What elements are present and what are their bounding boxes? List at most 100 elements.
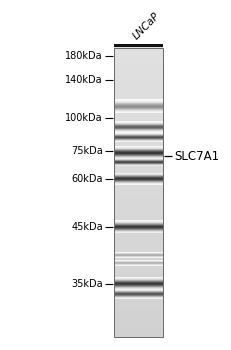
- Bar: [114, 170, 162, 172]
- Bar: [114, 276, 162, 278]
- Bar: [114, 215, 162, 217]
- Bar: [114, 173, 162, 175]
- Bar: [114, 257, 162, 259]
- Bar: [114, 222, 162, 224]
- Bar: [114, 290, 162, 292]
- Bar: [114, 237, 162, 239]
- Bar: [114, 144, 162, 146]
- Bar: [114, 263, 162, 265]
- Text: 45kDa: 45kDa: [71, 222, 103, 232]
- Bar: [114, 48, 162, 337]
- Bar: [114, 256, 162, 257]
- Bar: [114, 316, 162, 318]
- Bar: [114, 160, 162, 162]
- Bar: [114, 117, 162, 119]
- Bar: [114, 59, 162, 61]
- Bar: [114, 303, 162, 305]
- Bar: [114, 118, 162, 120]
- Bar: [114, 71, 162, 72]
- Bar: [114, 186, 162, 188]
- Bar: [114, 225, 162, 227]
- Bar: [114, 283, 162, 285]
- Bar: [114, 218, 162, 220]
- Bar: [114, 309, 162, 311]
- Bar: [114, 270, 162, 272]
- Bar: [114, 108, 162, 110]
- Bar: [114, 243, 162, 244]
- Bar: [114, 147, 162, 149]
- Bar: [114, 334, 162, 335]
- Bar: [114, 99, 162, 101]
- Bar: [114, 279, 162, 280]
- Bar: [114, 312, 162, 314]
- Bar: [114, 332, 162, 334]
- Bar: [114, 248, 162, 250]
- Bar: [114, 235, 162, 237]
- Bar: [114, 251, 162, 253]
- Bar: [114, 231, 162, 233]
- Bar: [114, 116, 162, 117]
- Bar: [114, 289, 162, 290]
- Bar: [114, 212, 162, 214]
- Bar: [114, 189, 162, 191]
- Bar: [114, 63, 162, 65]
- Bar: [114, 273, 162, 275]
- Bar: [114, 250, 162, 252]
- Bar: [114, 175, 162, 176]
- Bar: [114, 53, 162, 55]
- Bar: [114, 50, 162, 52]
- Bar: [114, 134, 162, 136]
- Bar: [114, 91, 162, 92]
- Bar: [114, 89, 162, 91]
- Bar: [114, 329, 162, 331]
- Bar: [114, 245, 162, 247]
- Bar: [114, 192, 162, 194]
- Bar: [114, 146, 162, 147]
- Bar: [114, 52, 162, 54]
- Bar: [114, 287, 162, 289]
- Bar: [114, 74, 162, 75]
- Bar: [114, 78, 162, 79]
- Bar: [114, 267, 162, 269]
- Bar: [114, 169, 162, 171]
- Bar: [114, 282, 162, 284]
- Bar: [114, 62, 162, 64]
- Bar: [114, 80, 162, 83]
- Bar: [114, 154, 162, 156]
- Bar: [114, 327, 162, 328]
- Bar: [114, 204, 162, 205]
- Bar: [114, 196, 162, 198]
- Bar: [114, 69, 162, 71]
- Bar: [114, 141, 162, 143]
- Bar: [114, 122, 162, 124]
- Bar: [114, 325, 162, 327]
- Bar: [114, 84, 162, 85]
- Bar: [114, 286, 162, 288]
- Bar: [114, 232, 162, 234]
- Bar: [114, 120, 162, 121]
- Bar: [114, 66, 162, 68]
- Bar: [114, 131, 162, 133]
- Bar: [114, 313, 162, 315]
- Bar: [114, 86, 162, 88]
- Bar: [114, 253, 162, 254]
- Bar: [114, 199, 162, 201]
- Bar: [114, 164, 162, 166]
- Bar: [114, 179, 162, 181]
- Bar: [114, 127, 162, 129]
- Bar: [114, 268, 162, 271]
- Bar: [114, 143, 162, 145]
- Bar: [114, 159, 162, 161]
- Bar: [114, 227, 162, 229]
- Bar: [114, 264, 162, 266]
- Bar: [114, 82, 162, 84]
- Bar: [114, 65, 162, 66]
- Bar: [114, 310, 162, 312]
- Bar: [114, 88, 162, 90]
- Bar: [114, 95, 162, 97]
- Bar: [114, 228, 162, 230]
- Bar: [114, 183, 162, 185]
- Bar: [114, 298, 162, 299]
- Bar: [114, 188, 162, 189]
- Bar: [114, 152, 162, 153]
